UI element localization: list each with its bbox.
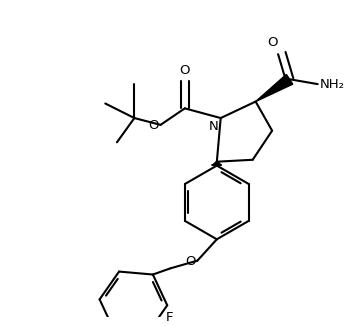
Text: O: O [185,255,195,268]
Text: O: O [148,119,159,132]
Text: O: O [180,64,190,77]
Text: N: N [209,120,219,133]
Text: O: O [267,36,278,49]
Polygon shape [256,74,293,102]
Text: NH₂: NH₂ [320,78,345,91]
Text: F: F [165,311,173,324]
